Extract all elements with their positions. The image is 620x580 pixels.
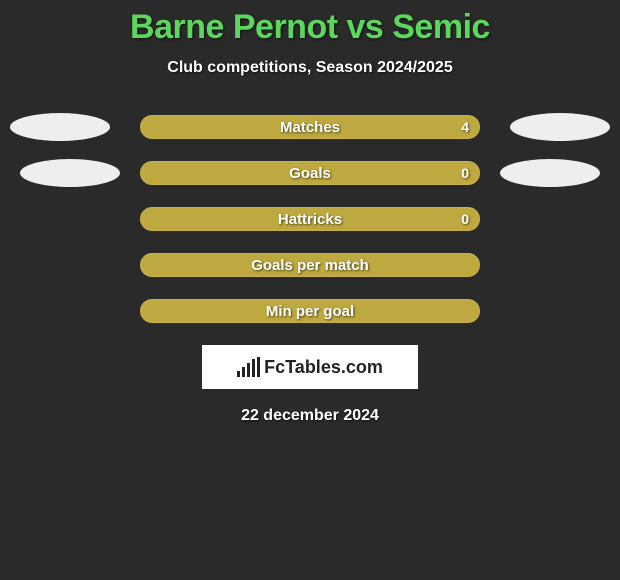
- stat-row: Matches 4: [0, 115, 620, 139]
- brand-bar: [237, 371, 240, 377]
- stat-label: Min per goal: [266, 303, 354, 320]
- stat-value: 0: [461, 165, 469, 181]
- stat-bar: Goals per match: [140, 253, 480, 277]
- stat-value: 0: [461, 211, 469, 227]
- stat-row: Goals per match: [0, 253, 620, 277]
- stat-row: Min per goal: [0, 299, 620, 323]
- brand-bar: [252, 359, 255, 377]
- branding-box: FcTables.com: [202, 345, 418, 389]
- right-ellipse: [510, 113, 610, 141]
- page-title: Barne Pernot vs Semic: [0, 0, 620, 47]
- subtitle: Club competitions, Season 2024/2025: [0, 59, 620, 77]
- stat-bar: Hattricks 0: [140, 207, 480, 231]
- stat-value: 4: [461, 119, 469, 135]
- stat-label: Goals: [289, 165, 331, 182]
- brand-bar: [247, 363, 250, 377]
- stat-label: Goals per match: [251, 257, 369, 274]
- left-ellipse: [20, 159, 120, 187]
- stat-row: Hattricks 0: [0, 207, 620, 231]
- stat-bar: Min per goal: [140, 299, 480, 323]
- right-ellipse: [500, 159, 600, 187]
- stat-rows: Matches 4 Goals 0 Hattricks 0 Goals per match M…: [0, 115, 620, 323]
- left-ellipse: [10, 113, 110, 141]
- brand-bar: [257, 357, 260, 377]
- stat-row: Goals 0: [0, 161, 620, 185]
- date-text: 22 december 2024: [0, 407, 620, 425]
- stat-bar: Goals 0: [140, 161, 480, 185]
- stat-label: Matches: [280, 119, 340, 136]
- brand-text: FcTables.com: [264, 357, 383, 378]
- stat-label: Hattricks: [278, 211, 342, 228]
- stat-bar: Matches 4: [140, 115, 480, 139]
- brand-bar: [242, 367, 245, 377]
- brand-bars-icon: [237, 357, 260, 377]
